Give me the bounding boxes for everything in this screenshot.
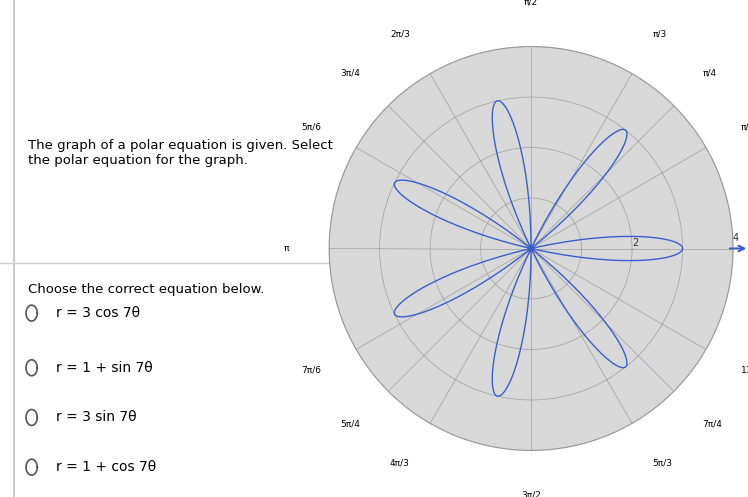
Text: 3π/4: 3π/4 — [340, 68, 360, 77]
Text: 4π/3: 4π/3 — [390, 458, 410, 467]
Text: r = 1 + sin 7θ: r = 1 + sin 7θ — [56, 361, 153, 375]
Text: π/3: π/3 — [652, 30, 666, 39]
Text: π/6: π/6 — [741, 123, 748, 132]
Text: π: π — [283, 244, 289, 253]
Text: r = 3 sin 7θ: r = 3 sin 7θ — [56, 411, 137, 424]
Text: Choose the correct equation below.: Choose the correct equation below. — [28, 283, 265, 296]
Text: 11π/6: 11π/6 — [741, 365, 748, 374]
Text: π/4: π/4 — [702, 68, 717, 77]
Text: r = 1 + cos 7θ: r = 1 + cos 7θ — [56, 460, 156, 474]
Text: 7π/6: 7π/6 — [301, 365, 321, 374]
Text: 2: 2 — [632, 239, 638, 248]
Text: 4: 4 — [733, 234, 739, 244]
Text: 5π/3: 5π/3 — [652, 458, 672, 467]
Text: 7π/4: 7π/4 — [702, 420, 723, 429]
Text: 5π/6: 5π/6 — [301, 123, 321, 132]
Text: π/2: π/2 — [524, 0, 538, 6]
Text: 5π/4: 5π/4 — [340, 420, 360, 429]
Text: The graph of a polar equation is given. Select
the polar equation for the graph.: The graph of a polar equation is given. … — [28, 139, 333, 167]
Text: 2π/3: 2π/3 — [390, 30, 410, 39]
Text: r = 3 cos 7θ: r = 3 cos 7θ — [56, 306, 141, 320]
Text: 3π/2: 3π/2 — [521, 491, 541, 497]
